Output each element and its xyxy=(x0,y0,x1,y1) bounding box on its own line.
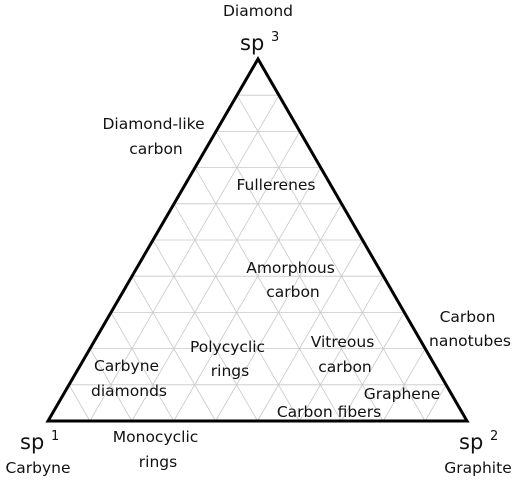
vertex-right-label: Graphite xyxy=(444,459,511,477)
region-diamond-like-carbon: Diamond-like carbon xyxy=(102,115,209,158)
ternary-grid xyxy=(68,94,447,422)
region-carbon-fibers: Carbon fibers xyxy=(277,403,381,421)
vertex-left-hybridization: sp 1 xyxy=(20,429,59,454)
grid-line-right xyxy=(424,384,447,422)
vertex-right-hybridization: sp 2 xyxy=(459,429,498,454)
region-vitreous-carbon: Vitreous carbon xyxy=(311,333,380,376)
region-carbyne-diamonds: Carbyne diamonds xyxy=(91,357,167,400)
vertex-left-label: Carbyne xyxy=(5,459,70,477)
vertex-top-hybridization: sp 3 xyxy=(240,30,279,55)
vertex-top-label: Diamond xyxy=(223,2,293,20)
grid-line-left xyxy=(110,312,175,422)
vertex-top-sp: sp xyxy=(240,31,264,55)
grid-line-right xyxy=(340,312,405,422)
vertex-left-sp: sp xyxy=(20,430,44,454)
grid-line-right xyxy=(131,131,301,422)
region-carbon-nanotubes: Carbon nanotubes xyxy=(429,308,511,350)
region-amorphous-carbon: Amorphous carbon xyxy=(246,259,340,301)
grid-line-right xyxy=(173,167,322,422)
grid-line-left xyxy=(152,239,258,422)
region-fullerenes: Fullerenes xyxy=(236,176,315,194)
region-graphene: Graphene xyxy=(364,385,440,403)
grid-line-left xyxy=(68,384,91,422)
grid-line-right xyxy=(89,94,280,422)
vertex-top-exponent: 3 xyxy=(271,30,279,45)
vertex-right-sp: sp xyxy=(459,430,483,454)
grid-line-right xyxy=(257,239,363,422)
grid-line-left xyxy=(215,131,384,422)
region-polycyclic-rings: Polycyclic rings xyxy=(190,338,270,380)
region-monocyclic-rings: Monocyclic rings xyxy=(113,428,203,471)
grid-line-left xyxy=(194,167,342,422)
vertex-right-exponent: 2 xyxy=(490,429,498,444)
vertex-left-exponent: 1 xyxy=(51,429,59,444)
grid-line-left xyxy=(236,94,426,422)
triangle-outline xyxy=(45,56,470,423)
